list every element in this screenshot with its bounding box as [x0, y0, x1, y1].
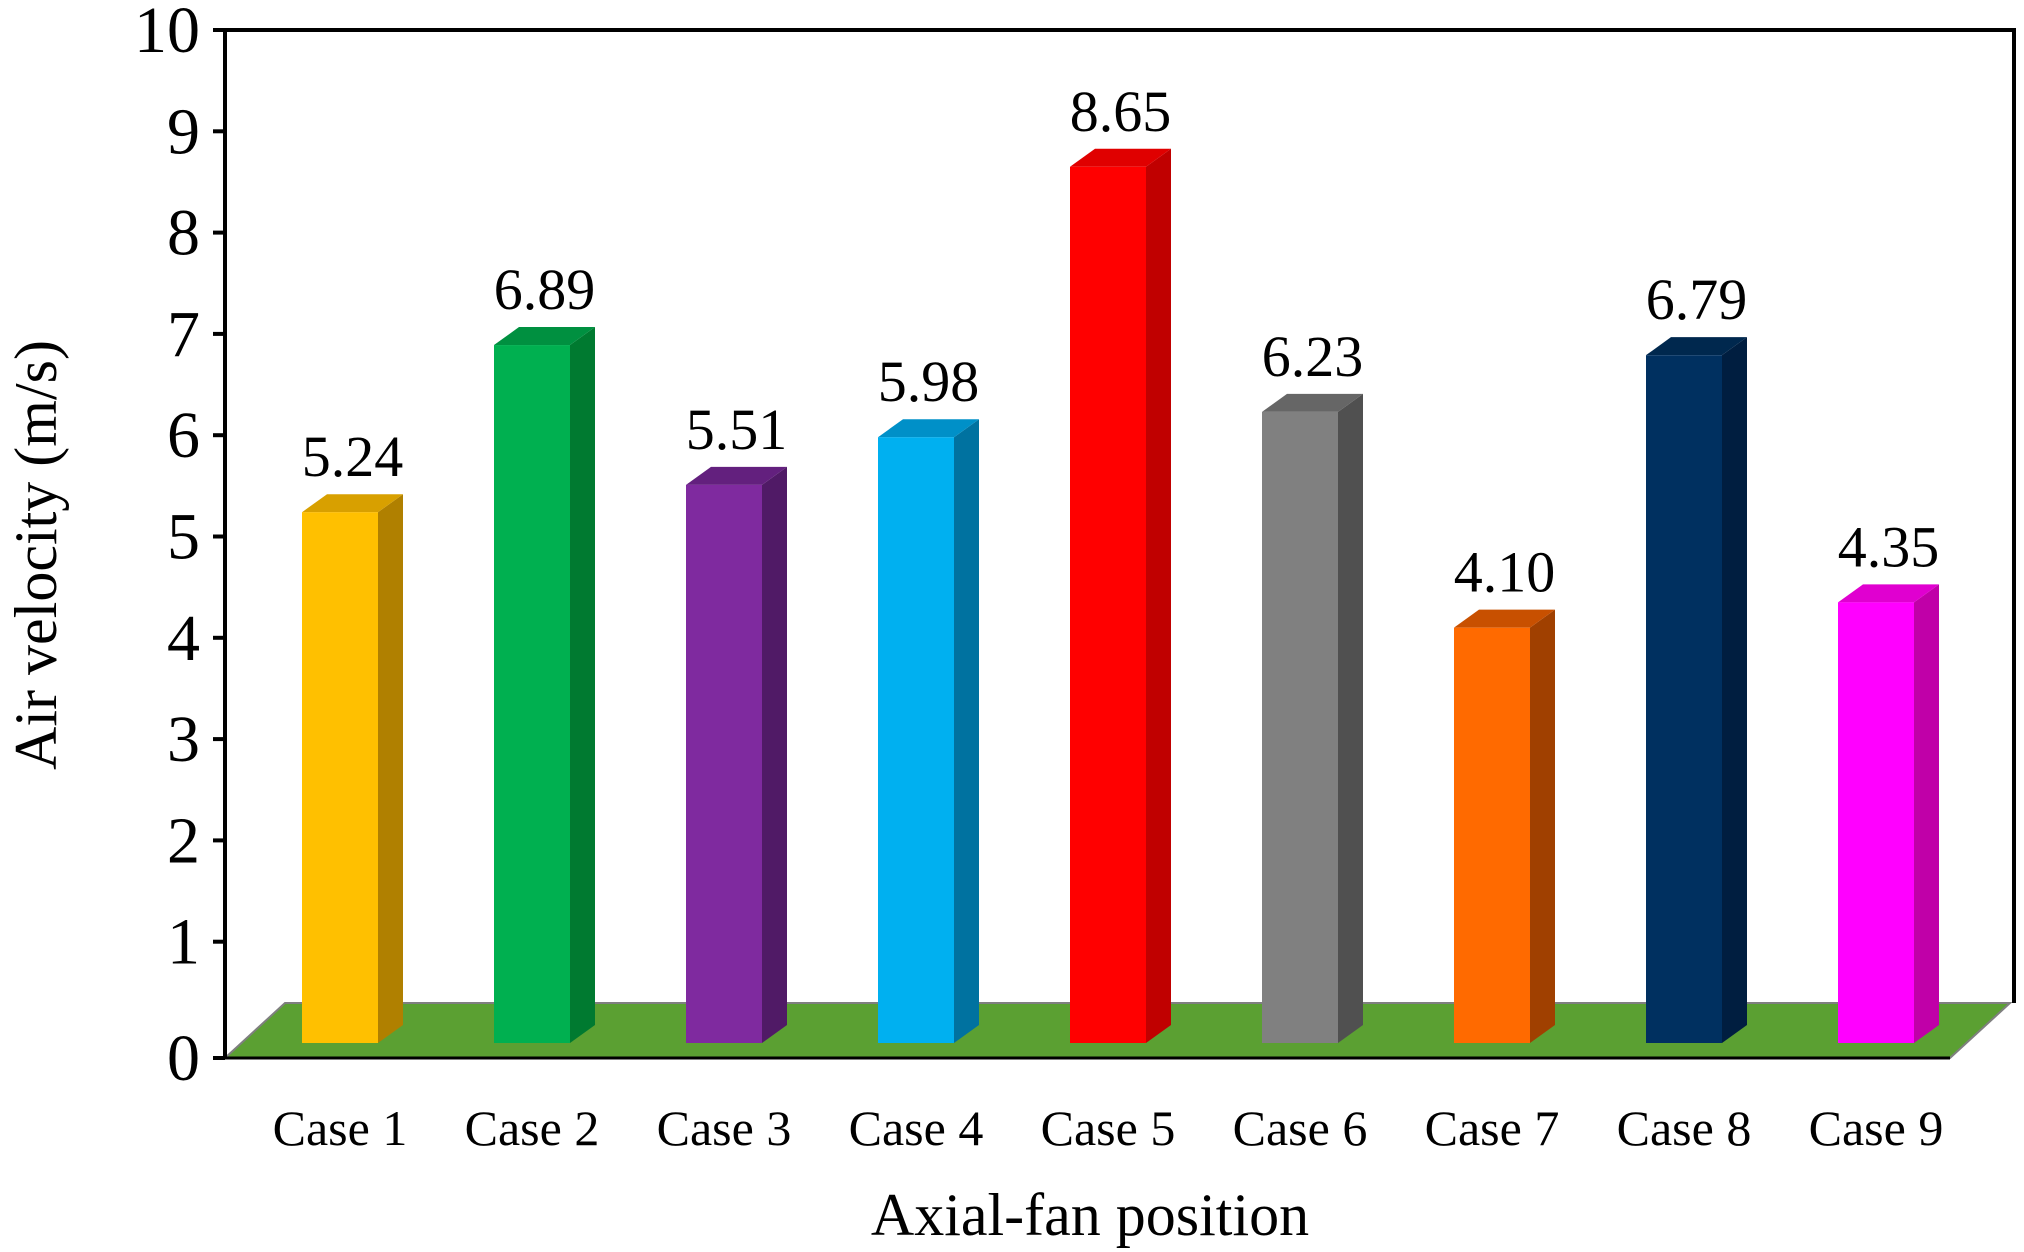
- x-category-label: Case 8: [1617, 1100, 1752, 1156]
- bar-front: [1646, 355, 1722, 1044]
- bar-side: [762, 466, 787, 1043]
- bar-side: [570, 327, 595, 1044]
- bar-side: [378, 494, 403, 1043]
- bar-value-label: 5.98: [878, 349, 980, 414]
- bar-front: [1262, 411, 1338, 1043]
- x-category-label: Case 4: [849, 1100, 984, 1156]
- bar-front: [686, 484, 762, 1043]
- x-category-label: Case 2: [465, 1100, 600, 1156]
- bar-front: [494, 345, 570, 1044]
- bar-top: [1838, 584, 1939, 603]
- bar-side: [1530, 609, 1555, 1043]
- bar-side: [1338, 393, 1363, 1043]
- y-tick-label: 6: [167, 399, 200, 472]
- y-tick-label: 8: [167, 197, 200, 270]
- bar-side: [1146, 148, 1171, 1043]
- bar-front: [1070, 166, 1146, 1043]
- bar-9: [1838, 584, 1939, 1043]
- y-axis-title: Air velocity (m/s): [3, 340, 69, 770]
- bar-front: [302, 512, 378, 1043]
- x-category-label: Case 3: [657, 1100, 792, 1156]
- bar-4: [878, 419, 979, 1043]
- x-category-label: Case 7: [1425, 1100, 1560, 1156]
- bar-3: [686, 466, 787, 1043]
- y-tick-label: 0: [167, 1022, 200, 1095]
- bar-value-label: 8.65: [1070, 79, 1172, 144]
- chart-labels: 0 1 2 3 4 5 6 7 8 9 10 5.24 Case 1 6.89 Case 2 5.51 Case…: [134, 0, 1943, 1156]
- x-category-label: Case 1: [273, 1100, 408, 1156]
- x-category-label: Case 5: [1041, 1100, 1176, 1156]
- bar-value-label: 6.89: [494, 257, 596, 322]
- bar-top: [1454, 609, 1555, 628]
- bar-value-label: 6.23: [1262, 324, 1364, 389]
- bar-value-label: 4.35: [1838, 514, 1940, 579]
- bar-value-label: 6.79: [1646, 267, 1748, 332]
- y-tick-label: 10: [134, 0, 200, 67]
- bar-value-label: 5.24: [302, 424, 404, 489]
- bar-top: [302, 494, 403, 513]
- bar-side: [1722, 337, 1747, 1044]
- bar-value-label: 4.10: [1454, 540, 1556, 605]
- y-tick-label: 4: [167, 602, 200, 675]
- bar-front: [1454, 627, 1530, 1043]
- bar-top: [686, 466, 787, 485]
- x-category-label: Case 6: [1233, 1100, 1368, 1156]
- y-tick-label: 5: [167, 501, 200, 574]
- bar-top: [1262, 393, 1363, 412]
- bar-8: [1646, 337, 1747, 1044]
- bar-5: [1070, 148, 1171, 1043]
- bar-front: [878, 437, 954, 1043]
- bar-2: [494, 327, 595, 1044]
- y-tick-label: 2: [167, 804, 200, 877]
- y-tick-label: 1: [167, 906, 200, 979]
- bar-6: [1262, 393, 1363, 1043]
- x-axis-title: Axial-fan position: [871, 1182, 1309, 1248]
- bar-value-label: 5.51: [686, 397, 788, 462]
- bar-side: [1914, 584, 1939, 1043]
- chart-bars: [302, 148, 1939, 1044]
- bar-top: [1646, 337, 1747, 356]
- bar-top: [878, 419, 979, 438]
- plot-frame: [225, 28, 2016, 1003]
- bar-front: [1838, 602, 1914, 1043]
- x-category-label: Case 9: [1809, 1100, 1944, 1156]
- y-tick-label: 7: [167, 298, 200, 371]
- bar-top: [494, 327, 595, 346]
- bar-top: [1070, 148, 1171, 167]
- y-tick-label: 3: [167, 703, 200, 776]
- y-tick-label: 9: [167, 95, 200, 168]
- bar-7: [1454, 609, 1555, 1043]
- chart-axes: [213, 28, 2016, 1060]
- bar-1: [302, 494, 403, 1043]
- bar-side: [954, 419, 979, 1043]
